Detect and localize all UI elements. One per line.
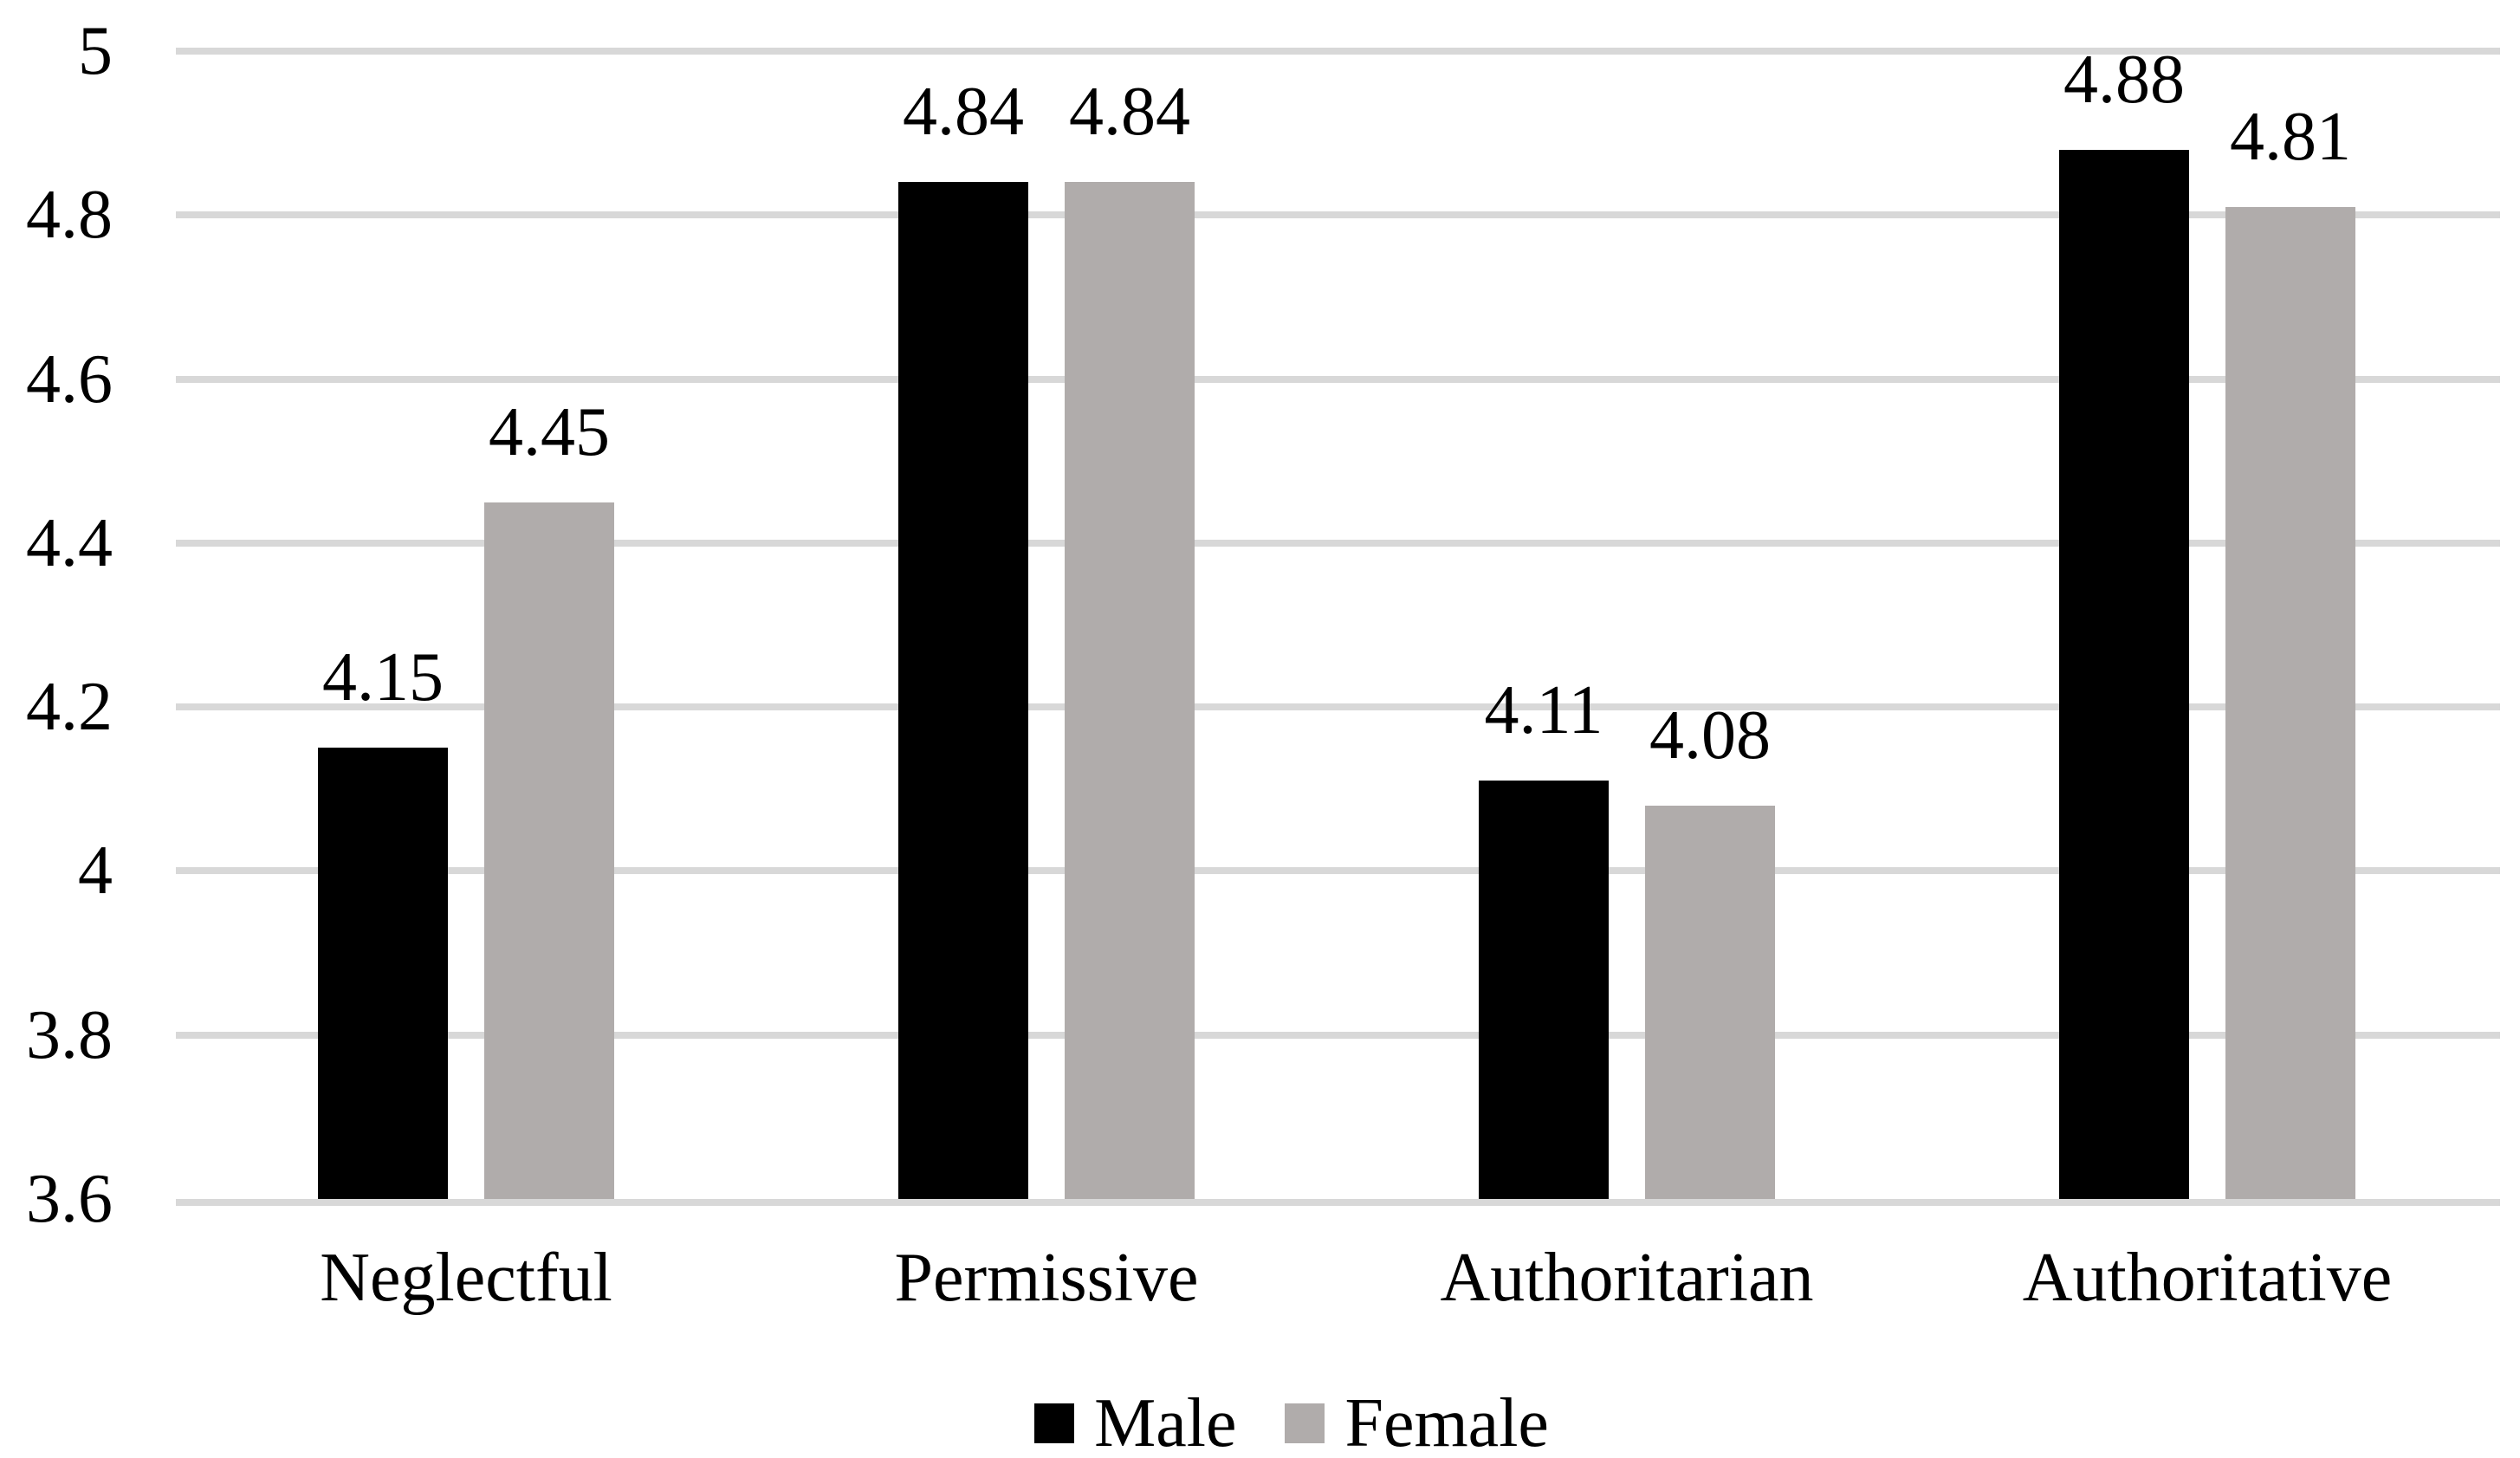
data-label-female-authoritarian: 4.08 <box>1649 697 1771 774</box>
data-label-female-neglectful: 4.45 <box>489 393 610 470</box>
gridline-4.4 <box>176 539 2500 547</box>
gridline-4.2 <box>176 703 2500 711</box>
category-label-authoritarian: Authoritarian <box>1440 1240 1814 1316</box>
gridline-3.8 <box>176 1031 2500 1039</box>
y-tick-label-4.6: 4.6 <box>26 340 113 418</box>
bar-female-permissive <box>1065 182 1195 1199</box>
female-series-swatch-icon <box>1285 1403 1325 1443</box>
data-label-male-permissive: 4.84 <box>903 74 1024 151</box>
legend-label-male: Male <box>1094 1385 1237 1458</box>
y-tick-label-5: 5 <box>78 12 113 89</box>
legend: Male Female <box>0 1383 2520 1458</box>
y-tick-label-4: 4 <box>78 833 113 910</box>
y-tick-label-4.2: 4.2 <box>26 669 113 746</box>
gridline-4.8 <box>176 211 2500 219</box>
y-tick-label-3.8: 3.8 <box>26 996 113 1073</box>
bar-male-authoritarian <box>1479 781 1609 1199</box>
gridline-4 <box>176 867 2500 875</box>
male-series-swatch-icon <box>1034 1403 1075 1443</box>
category-label-neglectful: Neglectful <box>320 1240 612 1316</box>
category-label-authoritative: Authoritative <box>2022 1240 2393 1316</box>
legend-item-male: Male <box>1034 1383 1236 1458</box>
legend-item-female: Female <box>1285 1383 1549 1458</box>
bar-male-authoritative <box>2059 149 2189 1199</box>
data-label-male-authoritarian: 4.11 <box>1484 672 1603 749</box>
legend-label-female: Female <box>1344 1385 1549 1458</box>
data-label-male-neglectful: 4.15 <box>322 639 444 716</box>
bar-male-permissive <box>898 182 1028 1199</box>
gridline-5 <box>176 47 2500 55</box>
bar-female-authoritative <box>2225 206 2355 1199</box>
y-tick-label-3.6: 3.6 <box>26 1161 113 1237</box>
bar-female-neglectful <box>484 502 614 1199</box>
y-tick-label-4.4: 4.4 <box>26 504 113 581</box>
data-label-male-authoritative: 4.88 <box>2063 41 2185 118</box>
category-label-permissive: Permissive <box>894 1240 1199 1316</box>
gridline-3.6 <box>176 1199 2500 1206</box>
bar-male-neglectful <box>318 748 448 1199</box>
data-label-female-permissive: 4.84 <box>1069 74 1190 151</box>
gridline-4.6 <box>176 375 2500 383</box>
bar-female-authoritarian <box>1645 805 1775 1199</box>
y-tick-label-4.8: 4.8 <box>26 177 113 254</box>
data-label-female-authoritative: 4.81 <box>2230 98 2351 175</box>
